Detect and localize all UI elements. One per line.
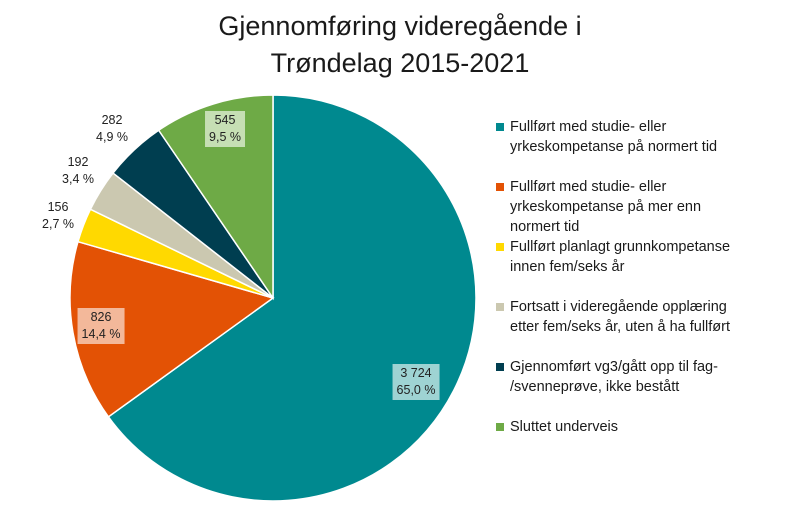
legend-label-line: Fullført planlagt grunnkompetanse [510, 239, 731, 255]
legend-label-line: normert tid [510, 219, 580, 235]
data-label-slice-6: 545 9,5 % [205, 111, 245, 147]
data-label-slice-1: 3 724 65,0 % [392, 364, 440, 400]
legend-label-line: Fortsatt i videregående opplæring [510, 299, 727, 315]
data-label-slice-5: 282 4,9 % [96, 112, 128, 146]
legend-label-line: Fullført med studie- eller [510, 119, 667, 135]
legend-swatch [496, 123, 504, 131]
legend-label-line: yrkeskompetanse på normert tid [510, 139, 718, 155]
legend-label: Sluttet underveis [510, 417, 800, 437]
legend-label-line: Sluttet underveis [510, 419, 619, 435]
data-label-value: 826 [90, 310, 112, 324]
data-label-percent: 3,4 % [62, 172, 94, 186]
legend-swatch [496, 363, 504, 371]
data-label-percent: 65,0 % [396, 383, 436, 397]
chart-title-line2: Trøndelag 2015-2021 [270, 48, 530, 78]
legend-item-ikke-bestatt: Gjennomført vg3/gått opp til fag- /svenn… [496, 357, 800, 397]
legend-item-mer-enn-normert-tid: Fullført med studie- eller yrkeskompetan… [496, 177, 800, 237]
legend-label-line: /svenneprøve, ikke bestått [510, 379, 680, 395]
data-label-percent: 9,5 % [209, 130, 241, 144]
chart-title-line1: Gjennomføring videregående i [218, 11, 582, 41]
pie-slice-1 [107, 94, 477, 502]
legend-label: Fullført planlagt grunnkompetanse innen … [510, 237, 800, 277]
data-label-value: 282 [101, 113, 123, 127]
legend-swatch [496, 303, 504, 311]
legend-label: Fortsatt i videregående opplæring etter … [510, 297, 800, 337]
legend-label-line: yrkeskompetanse på mer enn [510, 199, 702, 215]
legend-label-line: innen fem/seks år [510, 259, 625, 275]
data-label-slice-2: 826 14,4 % [77, 308, 125, 344]
legend-label: Fullført med studie- eller yrkeskompetan… [510, 117, 800, 157]
data-label-value: 192 [67, 155, 89, 169]
data-label-value: 3 724 [400, 366, 432, 380]
data-label-value: 156 [47, 200, 69, 214]
data-label-percent: 2,7 % [42, 217, 74, 231]
legend-item-grunnkompetanse: Fullført planlagt grunnkompetanse innen … [496, 237, 800, 277]
legend-label-line: etter fem/seks år, uten å ha fullført [510, 319, 731, 335]
data-label-value: 545 [214, 113, 236, 127]
legend-label-line: Fullført med studie- eller [510, 179, 667, 195]
legend-label: Fullført med studie- eller yrkeskompetan… [510, 177, 800, 237]
legend-label: Gjennomført vg3/gått opp til fag- /svenn… [510, 357, 800, 397]
legend-swatch [496, 183, 504, 191]
data-label-percent: 14,4 % [81, 327, 121, 341]
pie-slices [69, 94, 477, 502]
chart-title: Gjennomføring videregående i Trøndelag 2… [0, 8, 800, 82]
data-label-slice-3: 156 2,7 % [42, 199, 74, 233]
data-label-slice-4: 192 3,4 % [62, 154, 94, 188]
pie-slice-2 [69, 240, 275, 418]
legend-swatch [496, 423, 504, 431]
legend-label-line: Gjennomført vg3/gått opp til fag- [510, 359, 718, 375]
legend-item-normert-tid: Fullført med studie- eller yrkeskompetan… [496, 117, 800, 157]
legend-item-fortsatt: Fortsatt i videregående opplæring etter … [496, 297, 800, 337]
data-label-percent: 4,9 % [96, 130, 128, 144]
legend-swatch [496, 243, 504, 251]
legend-item-sluttet: Sluttet underveis [496, 417, 800, 437]
